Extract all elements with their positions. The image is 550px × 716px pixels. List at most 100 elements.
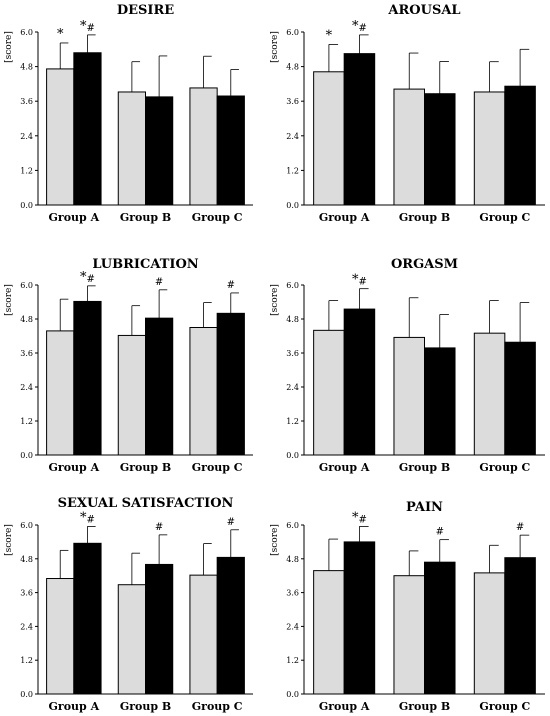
y-tick-label: 4.8 [20,555,33,564]
y-tick-label: 4.8 [286,315,299,324]
asterisk-marker: * [352,273,359,288]
x-tick-label: Group C [192,700,243,713]
bar [73,542,102,695]
x-tick-label: Group B [399,461,450,474]
x-tick-label: Group B [399,700,450,713]
chart-panel: SEXUAL SATISFACTION [score] 0.0 1.2 2.4 3.6 4.… [4,496,253,713]
significance-marker: * [57,27,64,42]
y-tick-label: 2.4 [286,132,299,141]
chart-title: DESIRE [117,3,174,18]
y-tick-label: 1.2 [20,166,33,175]
bar [393,88,425,206]
bar [473,572,506,695]
x-tick-label: Group C [479,211,530,224]
y-tick-label: 6.0 [20,281,33,290]
y-tick-label: 1.2 [20,656,33,665]
hash-marker: # [516,522,524,533]
asterisk-marker: * [352,510,359,525]
hash-marker: # [358,514,366,525]
bar [504,341,536,456]
asterisk-marker: * [80,19,87,34]
y-tick-label: 4.8 [286,63,299,72]
asterisk-marker: * [326,28,333,43]
hash-marker: # [87,23,95,34]
y-tick-label: 3.6 [286,589,299,598]
x-tick-label: Group C [192,211,243,224]
x-tick-label: Group B [120,211,171,224]
hash-marker: # [436,527,444,538]
bar [313,71,345,206]
y-tick-label: 1.2 [286,166,299,175]
y-tick-label: 1.2 [286,656,299,665]
bar [313,570,345,695]
bar [424,93,456,206]
y-tick-label: 4.8 [20,315,33,324]
hash-marker: # [227,280,235,291]
chart-panel: DESIRE[score]0.01.22.43.64.86.0 **#Group … [4,3,253,224]
y-axis-label: [score] [4,284,14,316]
chart-panel: LUBRICATION[score]0.01.22.43.64.86.0*#Gr… [4,257,253,474]
y-tick-label: 0.0 [20,690,33,699]
bar [424,561,456,695]
x-tick-label: Group B [120,700,171,713]
significance-marker: *# [352,19,367,34]
bar [189,87,218,206]
significance-marker: *# [80,270,95,285]
chart-panel: AROUSAL[score]0.01.22.43.64.86.0 **#Group… [270,3,545,224]
bar [145,563,174,695]
chart-panel: ORGASM [score] 0.0 1.2 2.4 3.6 4.8 6.0 *# Group A… [270,257,545,474]
chart-title: AROUSAL [387,3,460,18]
y-tick-label: 6.0 [20,28,33,37]
x-tick-label: Group B [120,461,171,474]
y-tick-label: 4.8 [20,63,33,72]
chart-title: LUBRICATION [92,257,198,272]
asterisk-marker: * [57,27,64,42]
significance-marker: *# [352,510,367,525]
significance-marker: *# [352,273,367,288]
chart-title: SEXUAL SATISFACTION [58,496,234,511]
y-tick-label: 2.4 [286,622,299,631]
bar [313,329,345,456]
bar [145,96,174,206]
significance-marker: # [227,280,235,291]
x-tick-label: Group A [319,211,370,224]
x-tick-label: Group A [49,211,100,224]
x-tick-label: Group A [319,461,370,474]
y-tick-label: 1.2 [286,417,299,426]
y-tick-label: 6.0 [20,521,33,530]
y-tick-label: 3.6 [286,349,299,358]
bar [73,52,102,206]
y-tick-label: 3.6 [20,97,33,106]
bar [46,68,75,206]
hash-marker: # [87,514,95,525]
y-axis-label: [score] [4,31,14,63]
bar [145,317,174,456]
hash-marker: # [358,277,366,288]
x-tick-label: Group A [49,700,100,713]
y-tick-label: 2.4 [20,383,33,392]
significance-marker: * [326,28,333,43]
hash-marker: # [155,522,163,533]
bar [216,95,245,206]
significance-marker: # [155,522,163,533]
bar [343,308,376,456]
bar [117,334,147,456]
asterisk-marker: * [80,270,87,285]
y-tick-label: 0.0 [286,690,299,699]
y-tick-label: 3.6 [20,349,33,358]
chart-panel: PAIN[score]0.01.22.43.64.86.0*#Group A#G… [270,500,545,713]
significance-marker: # [436,527,444,538]
bar [216,312,245,456]
significance-marker: *# [80,510,95,525]
x-tick-label: Group C [479,700,530,713]
bar [189,574,218,695]
y-tick-label: 4.8 [286,555,299,564]
significance-marker: # [227,517,235,528]
bar [343,53,376,206]
significance-marker: *# [80,19,95,34]
y-axis-label: [score] [270,31,280,63]
hash-marker: # [155,277,163,288]
y-tick-label: 2.4 [20,132,33,141]
bar [393,575,425,695]
